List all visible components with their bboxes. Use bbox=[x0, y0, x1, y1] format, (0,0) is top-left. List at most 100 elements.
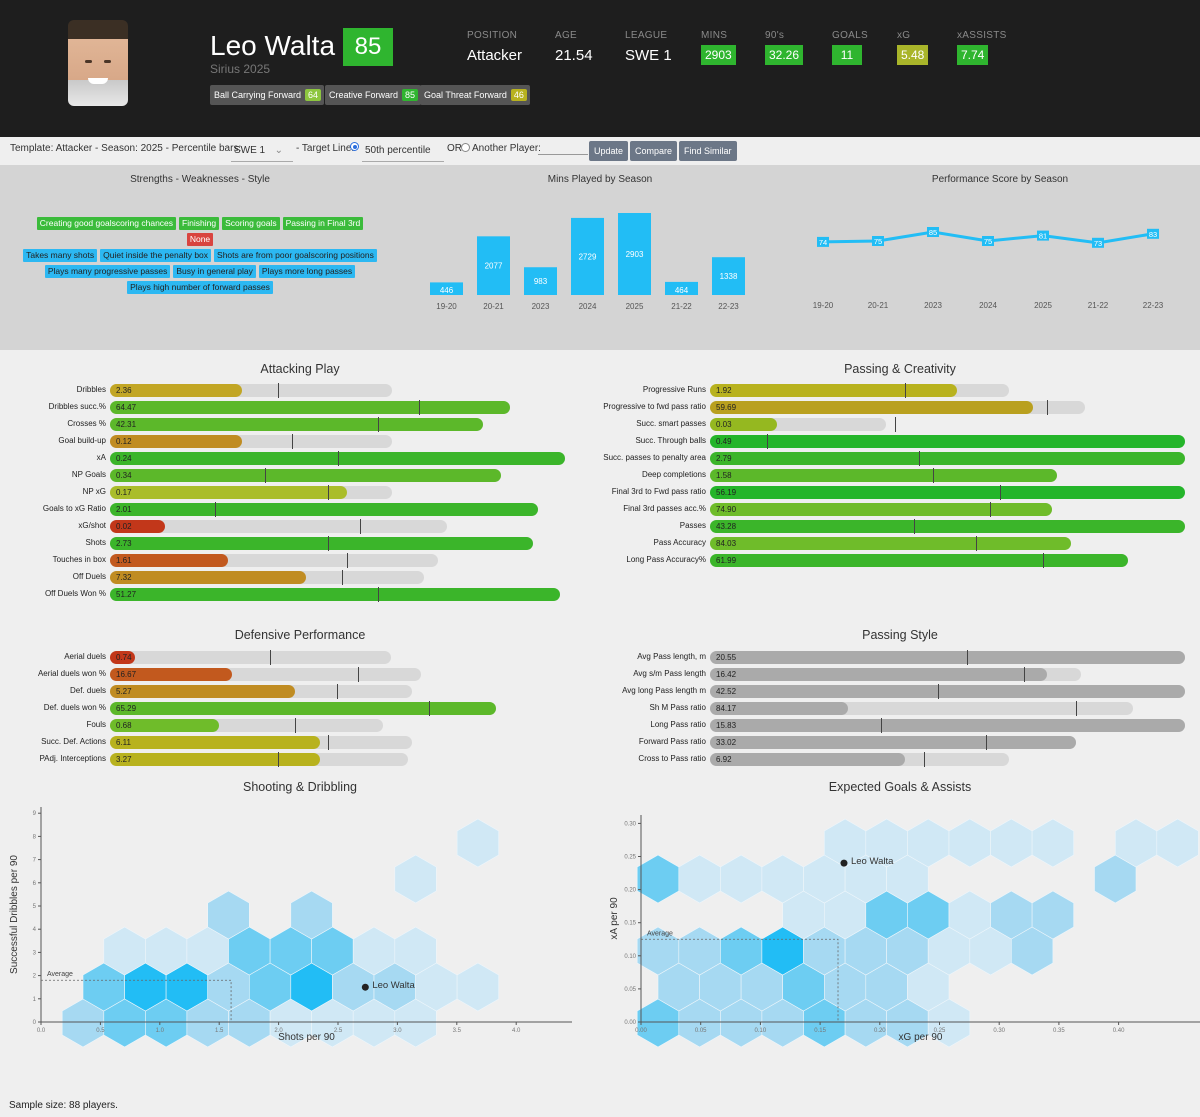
x-tick-label: 0.0 bbox=[37, 1028, 46, 1034]
y-tick-label: 0.00 bbox=[624, 1020, 636, 1026]
bar-fill bbox=[710, 702, 848, 715]
bar-fill bbox=[710, 520, 1185, 533]
style-tag: Takes many shots bbox=[23, 249, 98, 262]
style-tag: Shots are from poor goalscoring position… bbox=[214, 249, 377, 262]
passing-title: Passing & Creativity bbox=[844, 362, 956, 376]
mins-bar-label: 983 bbox=[534, 277, 548, 286]
bar-value: 16.42 bbox=[716, 670, 737, 679]
bar-fill bbox=[110, 503, 538, 516]
perf-point-label: 74 bbox=[819, 238, 827, 247]
bar-label: Succ. smart passes bbox=[636, 419, 706, 428]
perf-point-label: 83 bbox=[1149, 230, 1157, 239]
bar-label: Long Pass Accuracy% bbox=[626, 555, 706, 564]
compare-button[interactable]: Compare bbox=[630, 141, 678, 161]
bar-fill bbox=[110, 668, 232, 681]
mins-bar bbox=[524, 267, 557, 295]
y-tick-label: 7 bbox=[33, 858, 37, 864]
role-badge: Creative Forward 85 bbox=[325, 85, 422, 105]
bar-label: Avg s/m Pass length bbox=[633, 669, 706, 678]
x-tick-label: 0.05 bbox=[695, 1028, 707, 1034]
bar-fill bbox=[710, 401, 1033, 414]
another-player-input[interactable] bbox=[538, 141, 588, 155]
target-tick bbox=[976, 536, 977, 551]
x-tick-label: 2.5 bbox=[334, 1028, 343, 1034]
expected-title: Expected Goals & Assists bbox=[828, 780, 972, 794]
stat-box-value: 5.48 bbox=[897, 45, 929, 65]
bar-row: Final 3rd to Fwd pass ratio 56.19 bbox=[600, 484, 1200, 500]
bar-row: PAdj. Interceptions 3.27 bbox=[0, 751, 600, 767]
bar-label: Dribbles bbox=[76, 385, 106, 394]
y-tick-label: 6 bbox=[33, 881, 37, 887]
bar-value: 5.27 bbox=[116, 687, 132, 696]
average-line bbox=[641, 938, 839, 1022]
stat-box-block: 90's 32.26 bbox=[765, 30, 804, 65]
bar-value: 0.24 bbox=[116, 454, 132, 463]
bar-fill bbox=[110, 520, 165, 533]
target-tick bbox=[278, 752, 279, 767]
perf-point bbox=[1037, 230, 1049, 241]
stat-value: 21.54 bbox=[555, 47, 593, 64]
target-select[interactable]: 50th percentile bbox=[362, 140, 444, 162]
target-tick bbox=[337, 451, 339, 466]
player-header: Leo Walta 85 Sirius 2025 Ball Carrying F… bbox=[0, 0, 1200, 137]
hex-bin bbox=[290, 890, 333, 940]
bar-fill bbox=[110, 418, 484, 431]
bar-value: 51.27 bbox=[116, 590, 137, 599]
x-tick-label: 1.5 bbox=[215, 1028, 224, 1034]
shooting-chart: 0.0 0.5 1.0 1.5 2.0 2.5 3.0 3.5 4.0 0 1 2 3 4 5 6 7 8 9 Sho… bbox=[9, 807, 572, 1048]
bar-label: Succ. Through balls bbox=[635, 436, 706, 445]
target-tick bbox=[378, 587, 380, 602]
bar-row: Goals to xG Ratio 2.01 bbox=[0, 501, 600, 517]
hex-bin bbox=[1156, 818, 1199, 868]
target-tick bbox=[1023, 667, 1025, 682]
average-label: Average bbox=[47, 971, 73, 978]
y-axis-label: Successful Dribbles per 90 bbox=[9, 855, 20, 974]
bar-row: Sh M Pass ratio 84.17 bbox=[600, 700, 1200, 716]
y-tick-label: 0.15 bbox=[624, 921, 636, 927]
update-button[interactable]: Update bbox=[589, 141, 629, 161]
template-text: Template: Attacker - Season: 2025 - Perc… bbox=[10, 143, 242, 154]
target-tick bbox=[904, 383, 906, 398]
bar-label: Forward Pass ratio bbox=[638, 737, 706, 746]
stat-box-value: 7.74 bbox=[957, 45, 989, 65]
bar-fill bbox=[110, 401, 511, 414]
target-tick bbox=[328, 536, 330, 551]
bar-row: Shots 2.73 bbox=[0, 535, 600, 551]
bar-row: Dribbles succ.% 64.47 bbox=[0, 399, 600, 415]
bar-value: 2.73 bbox=[116, 539, 132, 548]
target-tick bbox=[895, 417, 897, 432]
mins-bar bbox=[571, 217, 604, 295]
bar-value: 0.17 bbox=[116, 488, 132, 497]
target-tick bbox=[264, 468, 266, 483]
find-similar-button[interactable]: Find Similar bbox=[679, 141, 737, 161]
x-axis-label: Shots per 90 bbox=[278, 1032, 335, 1043]
target-tick bbox=[429, 701, 431, 716]
bar-row: Deep completions 1.58 bbox=[600, 467, 1200, 483]
bar-value: 3.27 bbox=[116, 755, 132, 764]
hex-bin bbox=[394, 854, 437, 904]
bar-fill bbox=[710, 537, 1071, 550]
bar-fill bbox=[110, 736, 320, 749]
stat-label: LEAGUE bbox=[625, 30, 668, 41]
x-tick-label: 4.0 bbox=[512, 1028, 521, 1034]
tag-row: Takes many shots Quiet inside the penalty… bbox=[0, 249, 400, 262]
target-tick bbox=[1047, 400, 1049, 415]
stat-age: AGE 21.54 bbox=[555, 30, 593, 64]
another-player-radio[interactable] bbox=[461, 143, 470, 152]
bar-row: Long Pass ratio 15.83 bbox=[600, 717, 1200, 733]
bar-value: 0.68 bbox=[116, 721, 132, 730]
bar-fill bbox=[110, 588, 561, 601]
bar-row: Forward Pass ratio 33.02 bbox=[600, 734, 1200, 750]
chevron-down-icon: ⌄ bbox=[274, 145, 283, 156]
bar-row: Cross to Pass ratio 6.92 bbox=[600, 751, 1200, 767]
player-name: Leo Walta bbox=[210, 30, 336, 61]
x-tick-label: 1.0 bbox=[156, 1028, 165, 1034]
target-line-radio[interactable] bbox=[350, 142, 359, 151]
league-select[interactable]: SWE 1 ⌄ bbox=[231, 140, 293, 162]
target-tick bbox=[269, 650, 271, 665]
target-tick bbox=[378, 417, 380, 432]
style-tag: Plays more long passes bbox=[258, 265, 356, 278]
mins-chart: 446 19-20 2077 20-21 983 2023 2729 2024 2903 2025… bbox=[430, 213, 745, 311]
bar-row: Final 3rd passes acc.% 74.90 bbox=[600, 501, 1200, 517]
bar-value: 1.61 bbox=[116, 556, 132, 565]
